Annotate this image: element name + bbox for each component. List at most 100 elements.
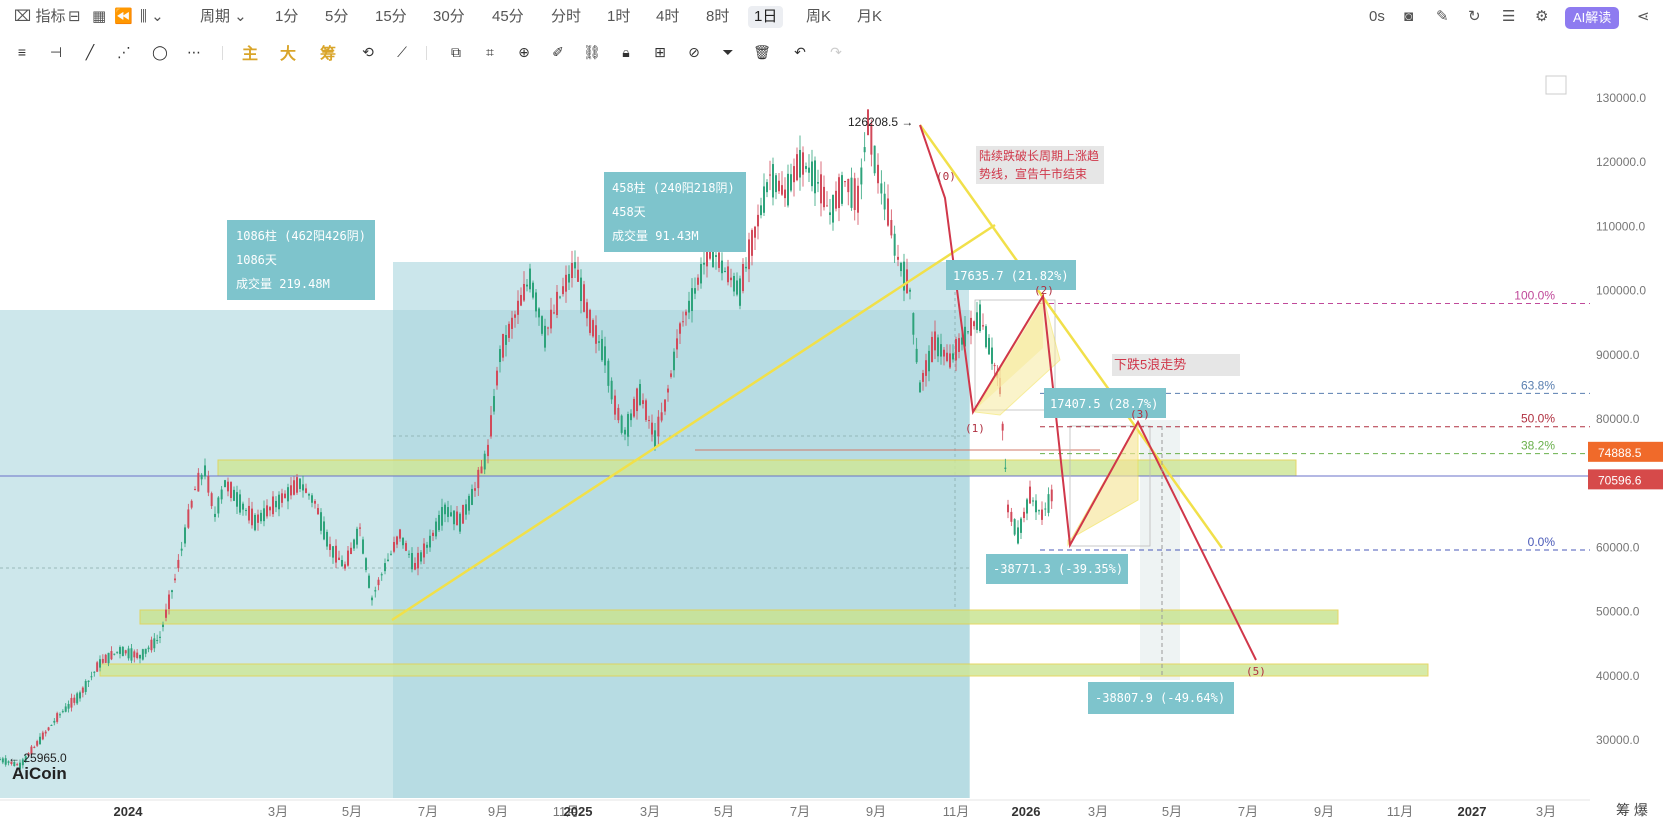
undo-icon[interactable]: ↶	[794, 43, 806, 60]
tf-month[interactable]: 月K	[857, 8, 883, 25]
ai-interpret-button[interactable]: AI解读	[1565, 7, 1620, 29]
period-dropdown[interactable]: 周期 ⌄	[200, 8, 247, 25]
fib-level-label: 100.0%	[1514, 288, 1555, 302]
multi-line-icon[interactable]: ⋰	[117, 43, 131, 60]
tf-45m[interactable]: 45分	[492, 8, 524, 25]
candle-body	[682, 321, 684, 323]
main-indicator-button[interactable]: 主	[241, 46, 258, 63]
lock-icon[interactable]: 🔒︎	[622, 43, 630, 60]
fib-level-label: 50.0%	[1521, 412, 1555, 426]
candle-body	[187, 509, 190, 528]
candle-body	[56, 713, 59, 722]
filter-icon[interactable]: ⏷	[722, 43, 734, 60]
tf-1h[interactable]: 1时	[607, 8, 631, 25]
candle-body	[850, 177, 853, 208]
candle-body	[532, 282, 534, 298]
candle-body	[269, 507, 271, 511]
candle-body	[168, 594, 170, 610]
candle-body	[459, 513, 461, 532]
candle-body	[180, 548, 183, 551]
tf-30m[interactable]: 30分	[433, 8, 465, 25]
measure-label: 17635.7 (21.82%)	[953, 269, 1069, 283]
redo-icon[interactable]: ↷	[830, 43, 842, 60]
chart-area[interactable]: 130000.0 120000.0 110000.0 100000.0 90000.0 8…	[0, 70, 1663, 828]
rewind-icon[interactable]: ⏪	[114, 8, 133, 25]
candle-body	[1032, 500, 1034, 502]
delete-icon[interactable]: 🗑︎	[753, 43, 771, 60]
candle-body	[694, 288, 696, 294]
candle-body	[985, 326, 987, 348]
candle-body	[408, 553, 410, 555]
tf-4h[interactable]: 4时	[656, 8, 680, 25]
grid-icon[interactable]: ▦	[92, 8, 107, 25]
candle-body	[691, 288, 693, 312]
x-tick-label: 11月	[1387, 804, 1414, 819]
candle-body	[260, 512, 262, 522]
ellipse-icon[interactable]: ◯	[152, 43, 168, 60]
tf-1d[interactable]: 1日	[748, 6, 784, 28]
tf-5m[interactable]: 5分	[325, 8, 349, 25]
candle-body	[144, 648, 147, 654]
candle-body	[639, 384, 641, 405]
ruler-icon[interactable]: ⟋	[397, 43, 407, 60]
info-box-458	[604, 172, 746, 252]
share-icon[interactable]: ⋖	[1637, 8, 1650, 25]
big-order-button[interactable]: 大	[279, 46, 296, 63]
candle-body	[739, 278, 741, 306]
chip-button[interactable]: 筹	[319, 46, 336, 63]
brush-icon[interactable]: ✐	[552, 43, 564, 60]
more-icon[interactable]: ⋯	[187, 43, 201, 60]
hide-icon[interactable]: ⊘	[688, 43, 700, 60]
candle-body	[648, 420, 650, 422]
candle-body	[943, 349, 945, 357]
candle-body	[703, 262, 705, 265]
candle-body	[712, 237, 714, 268]
magnet-icon[interactable]: ⟲	[362, 43, 374, 60]
candles-icon[interactable]: ⫼ ⌄	[140, 8, 164, 25]
list-icon[interactable]: ☰	[1502, 8, 1516, 25]
candle-body	[278, 494, 280, 510]
candle-body	[841, 175, 843, 204]
candle-body	[817, 182, 819, 184]
camera-icon[interactable]: ◙	[1404, 8, 1414, 25]
candle-body	[676, 338, 678, 350]
menu-icon[interactable]: ≡	[17, 44, 27, 60]
tf-1m[interactable]: 1分	[275, 8, 299, 25]
horizontal-line-icon[interactable]: ⊣	[49, 43, 63, 60]
measure-label: -38771.3 (-39.35%)	[993, 562, 1123, 576]
candle-body	[184, 527, 186, 544]
collapse-icon[interactable]	[1545, 75, 1567, 95]
price-tag-label: 70596.6	[1598, 473, 1642, 487]
pen-icon[interactable]: ✎	[1436, 8, 1449, 25]
candle-body	[308, 494, 310, 496]
candle-body	[909, 289, 911, 292]
replay-icon[interactable]: ↻	[1468, 8, 1481, 25]
candle-body	[547, 327, 549, 329]
tf-week[interactable]: 周K	[806, 8, 832, 25]
candle-body	[863, 147, 866, 153]
price-chart[interactable]: 130000.0 120000.0 110000.0 100000.0 90000.0 8…	[0, 70, 1663, 828]
candle-body	[721, 260, 723, 274]
candle-body	[514, 314, 516, 318]
candle-body	[217, 497, 220, 514]
x-tick-label: 2026	[1012, 804, 1041, 819]
candle-body	[502, 333, 504, 358]
copy-icon[interactable]: ⧉	[451, 43, 461, 60]
settings-icon[interactable]: ⚙	[1535, 8, 1549, 25]
measure-icon[interactable]: ⌗	[486, 43, 494, 60]
tf-15m[interactable]: 15分	[375, 8, 407, 25]
candle-body	[912, 313, 915, 335]
layout-icon[interactable]: ⊟	[68, 8, 81, 25]
tf-8h[interactable]: 8时	[706, 8, 730, 25]
template-icon[interactable]: ⊞	[654, 43, 666, 60]
tf-timeline[interactable]: 分时	[551, 8, 582, 25]
trend-line-icon[interactable]: ╱	[85, 43, 95, 60]
zoom-icon[interactable]: ⊕	[518, 43, 530, 60]
indicator-button[interactable]: ⌧ 指标	[14, 8, 66, 25]
candle-body	[595, 325, 597, 344]
candle-body	[130, 648, 133, 661]
bottom-right-buttons[interactable]: 筹 爆	[1616, 802, 1648, 818]
candle-body	[1044, 508, 1047, 510]
candle-body	[411, 553, 413, 570]
link-icon[interactable]: ⛓	[583, 43, 601, 60]
